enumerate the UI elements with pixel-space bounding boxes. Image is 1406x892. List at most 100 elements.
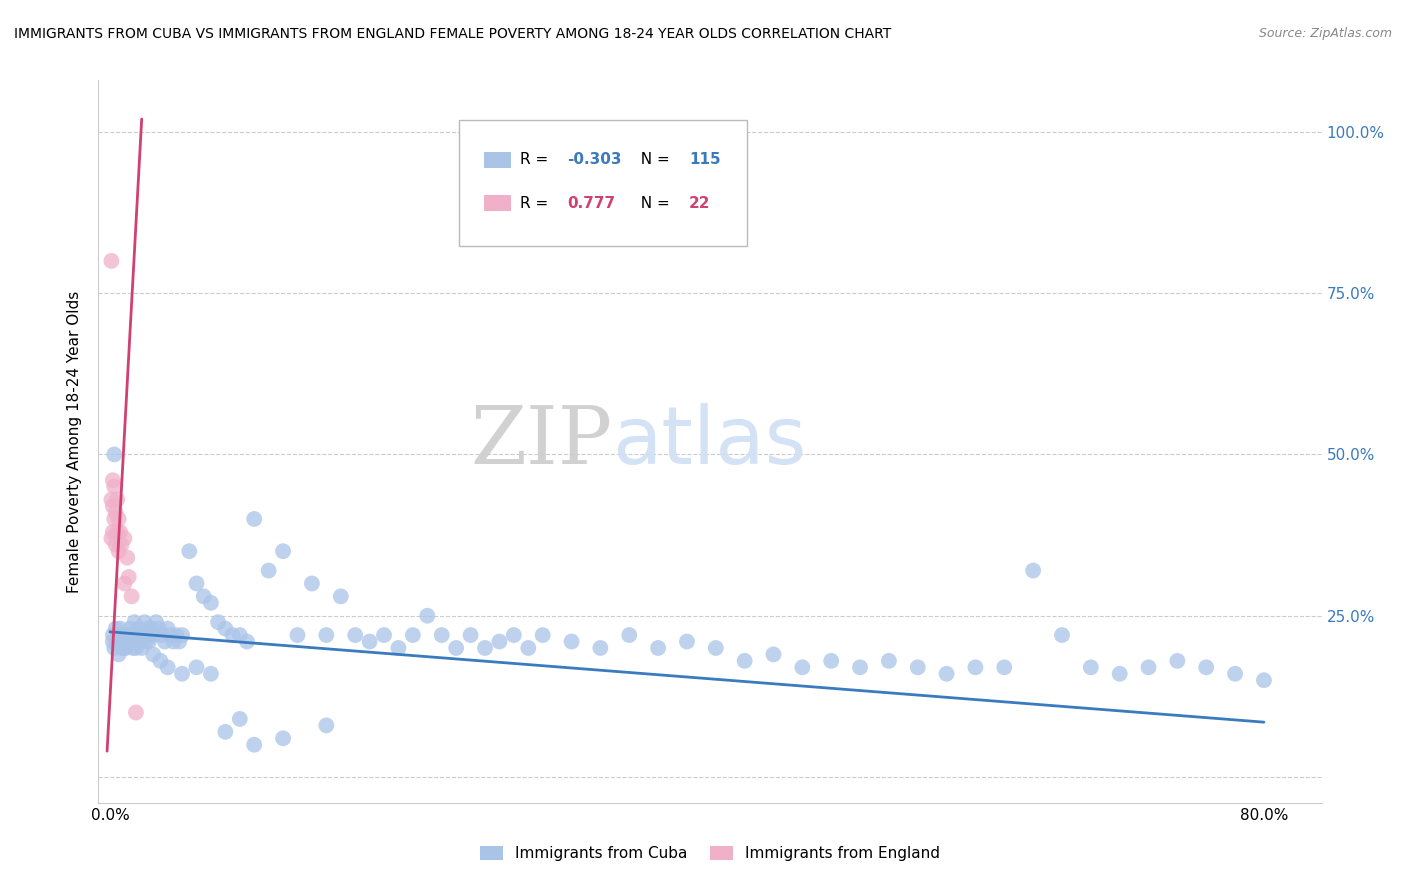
Point <box>107 512 129 526</box>
Point <box>101 524 124 539</box>
Point <box>135 628 157 642</box>
Point <box>877 654 900 668</box>
Point <box>430 628 453 642</box>
Point <box>117 628 139 642</box>
Point <box>107 628 129 642</box>
Point <box>531 628 554 642</box>
Legend: Immigrants from Cuba, Immigrants from England: Immigrants from Cuba, Immigrants from En… <box>474 840 946 867</box>
Point <box>676 634 699 648</box>
Point <box>1137 660 1160 674</box>
Point <box>110 634 132 648</box>
Point <box>502 628 524 642</box>
Point <box>344 628 367 642</box>
Point <box>849 660 872 674</box>
Point <box>141 622 163 636</box>
Point <box>112 640 135 655</box>
Point <box>129 628 152 642</box>
Point <box>186 576 208 591</box>
Point <box>792 660 814 674</box>
Point <box>145 615 167 630</box>
Point <box>110 538 132 552</box>
Point <box>935 666 957 681</box>
Point <box>1166 654 1188 668</box>
Point <box>647 640 669 655</box>
Point <box>589 640 612 655</box>
Point <box>561 634 583 648</box>
Point <box>619 628 641 642</box>
Point <box>460 628 482 642</box>
Point <box>117 550 139 565</box>
Point <box>122 640 145 655</box>
Point <box>105 524 128 539</box>
Point <box>125 640 148 655</box>
Text: 115: 115 <box>689 153 721 168</box>
Point <box>100 254 122 268</box>
Point <box>108 622 131 636</box>
Point <box>107 544 129 558</box>
Point <box>111 628 134 642</box>
Point <box>114 640 136 655</box>
Point <box>517 640 540 655</box>
Point <box>142 648 165 662</box>
Point <box>104 538 127 552</box>
Point <box>128 628 150 642</box>
Point <box>121 590 143 604</box>
Point <box>416 608 439 623</box>
Point <box>229 712 252 726</box>
Point <box>1022 564 1045 578</box>
Point <box>103 447 125 461</box>
Point <box>101 634 124 648</box>
Point <box>734 654 756 668</box>
Point <box>127 634 149 648</box>
Text: -0.303: -0.303 <box>567 153 621 168</box>
Text: ZIP: ZIP <box>470 402 612 481</box>
Point <box>124 615 146 630</box>
Text: R =: R = <box>520 153 554 168</box>
Point <box>186 660 208 674</box>
Point <box>150 628 173 642</box>
Point <box>103 640 125 655</box>
Point <box>1108 666 1130 681</box>
Point <box>243 738 266 752</box>
Point <box>179 544 201 558</box>
Point <box>112 634 135 648</box>
Point <box>1223 666 1246 681</box>
Text: R =: R = <box>520 195 558 211</box>
Point <box>131 640 153 655</box>
Point <box>104 506 127 520</box>
Point <box>100 531 122 545</box>
Point <box>112 531 135 545</box>
Point <box>153 634 176 648</box>
Point <box>112 576 135 591</box>
Point <box>704 640 727 655</box>
Point <box>315 718 337 732</box>
Point <box>762 648 785 662</box>
Point <box>104 622 127 636</box>
Point <box>315 628 337 642</box>
Point <box>138 634 160 648</box>
Point <box>105 634 128 648</box>
Point <box>172 666 194 681</box>
Point <box>118 634 141 648</box>
Point <box>135 634 157 648</box>
Point <box>907 660 929 674</box>
Point <box>287 628 309 642</box>
Point <box>101 473 124 487</box>
Point <box>101 499 124 513</box>
Point <box>148 622 170 636</box>
Point <box>243 512 266 526</box>
Text: 22: 22 <box>689 195 711 211</box>
Point <box>965 660 987 674</box>
Point <box>100 492 122 507</box>
Point <box>121 628 143 642</box>
Point <box>105 492 128 507</box>
Point <box>103 512 125 526</box>
Point <box>108 524 131 539</box>
Point <box>271 731 294 746</box>
Point <box>103 480 125 494</box>
Text: IMMIGRANTS FROM CUBA VS IMMIGRANTS FROM ENGLAND FEMALE POVERTY AMONG 18-24 YEAR : IMMIGRANTS FROM CUBA VS IMMIGRANTS FROM … <box>14 27 891 41</box>
Point <box>200 666 222 681</box>
Point <box>134 615 156 630</box>
Text: atlas: atlas <box>612 402 807 481</box>
Point <box>125 706 148 720</box>
